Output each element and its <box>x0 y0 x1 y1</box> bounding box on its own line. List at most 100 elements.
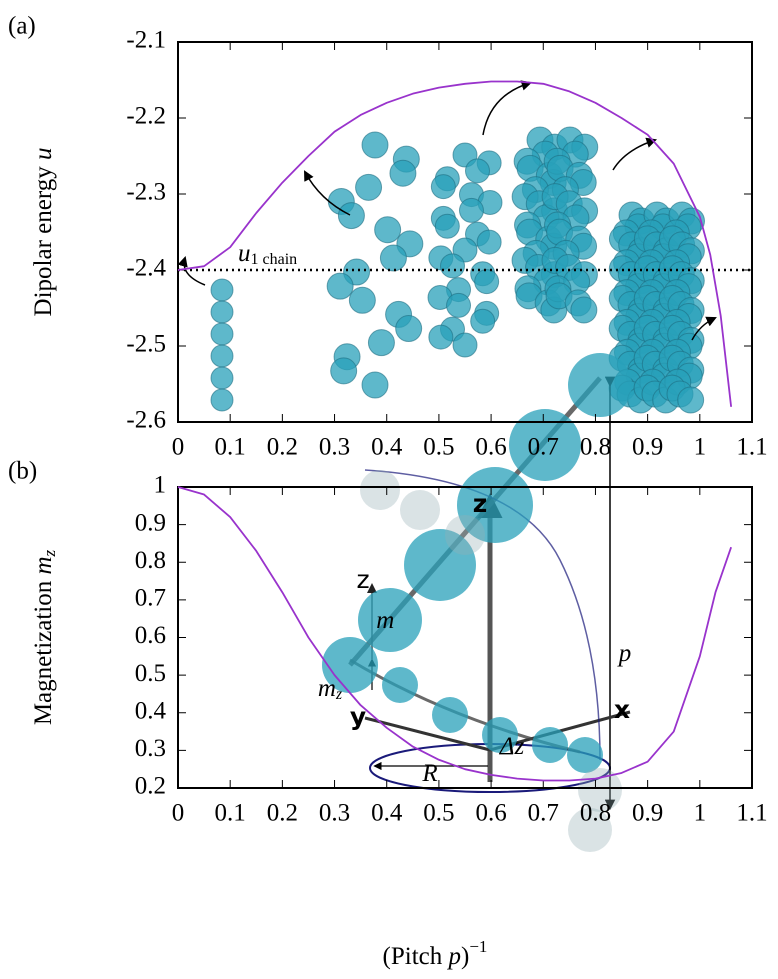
particle <box>509 409 581 481</box>
reference-label-sub: 1 chain <box>251 251 298 268</box>
x-tick-label: 0.1 <box>215 434 246 461</box>
x-tick-label: 0.3 <box>319 800 350 827</box>
x-tick-label: 0.9 <box>632 800 663 827</box>
x-axis-label-symbol: p <box>447 943 462 970</box>
panel-label: (b) <box>8 458 37 485</box>
arrow <box>482 80 533 136</box>
particle <box>326 272 354 300</box>
inset-label-text: m⃗ <box>376 607 414 634</box>
inset-label: p <box>617 640 632 667</box>
particle <box>432 697 468 733</box>
y-axis-label: Magnetization mz <box>30 549 59 725</box>
particle <box>374 216 402 244</box>
particle <box>367 329 395 357</box>
y-axis-label-text: Magnetization <box>30 575 57 726</box>
particle <box>322 637 378 693</box>
inset-label-text: R <box>421 760 437 787</box>
inset-label-text: x <box>614 695 630 724</box>
particle <box>379 244 407 272</box>
inset-label-text: Δz <box>499 733 525 760</box>
particle <box>210 388 234 412</box>
particle <box>361 371 389 399</box>
curve <box>177 486 732 782</box>
particle <box>434 213 460 239</box>
particle <box>476 229 502 255</box>
particle <box>445 515 485 555</box>
inset-label: R <box>421 760 437 787</box>
y-axis-label-symbol: m <box>30 556 57 574</box>
inset-label-text: m <box>318 675 336 702</box>
x-tick-label: 1.1 <box>736 800 767 827</box>
arrow <box>691 316 717 341</box>
panel: (a) -2.6 -2.5 -2.4 -2.3 -2.2 -2.1 0 0.1 0.2 0.3 0.4… <box>8 13 768 461</box>
y-tick-label: 0.8 <box>135 547 166 574</box>
inset-label: Δz <box>499 733 525 760</box>
x-tick-label: 0.7 <box>528 434 559 461</box>
x-tick-label: 0.6 <box>475 800 506 827</box>
x-tick-label: 0.9 <box>632 434 663 461</box>
illustration <box>322 353 632 852</box>
panel-label: (a) <box>8 13 36 40</box>
particle <box>482 717 518 753</box>
y-tick-label: 0.9 <box>135 509 166 536</box>
particle <box>568 353 632 417</box>
x-axis-label-sup: −1 <box>469 937 487 956</box>
plot-frame <box>177 41 753 423</box>
particle <box>389 159 417 187</box>
particle <box>210 366 234 390</box>
particle <box>570 296 598 324</box>
particle <box>440 253 465 279</box>
y-axis-label: Dipolar energy u <box>30 148 57 317</box>
y-axis-label-sub: z <box>40 549 59 557</box>
particle <box>404 529 476 601</box>
inset-label-text: p <box>617 640 632 667</box>
particle <box>428 324 454 350</box>
inset-label: mz <box>318 675 342 703</box>
x-tick-label: 0 <box>172 800 185 827</box>
y-tick-label: -2.2 <box>126 103 166 130</box>
x-tick-label: 0.1 <box>215 800 246 827</box>
x-tick-label: 0.8 <box>580 434 611 461</box>
y-tick-label: 0.6 <box>135 622 166 649</box>
particle <box>470 308 496 334</box>
particle <box>568 808 612 852</box>
y-axis-label-text: Dipolar energy <box>30 160 57 316</box>
x-tick-label: 0.3 <box>319 434 350 461</box>
x-tick-label: 1 <box>694 800 707 827</box>
particle <box>382 667 418 703</box>
particle <box>452 332 478 358</box>
inset-label-text: z <box>473 489 488 518</box>
y-tick-label: 0.7 <box>135 585 166 612</box>
x-tick-label: 1 <box>694 434 707 461</box>
inset-label: x <box>614 695 630 724</box>
inset-label-sub: z <box>335 686 342 703</box>
arrow <box>612 137 657 171</box>
illustration <box>177 80 717 414</box>
plots: (a) -2.6 -2.5 -2.4 -2.3 -2.2 -2.1 0 0.1 0.2 0.3 0.4… <box>8 13 768 970</box>
y-axis-label-symbol: u <box>30 148 57 161</box>
x-tick-label: 0.5 <box>423 800 454 827</box>
particle <box>677 386 705 414</box>
inset-label: y <box>350 702 366 731</box>
particle <box>337 202 365 230</box>
particle <box>358 588 422 652</box>
particle <box>474 269 500 295</box>
x-tick-label: 0.5 <box>423 434 454 461</box>
curve <box>177 80 733 407</box>
particle <box>400 490 440 530</box>
x-tick-label: 0.6 <box>475 434 506 461</box>
arrow <box>304 170 351 216</box>
x-tick-label: 0.2 <box>267 800 298 827</box>
inset-label-text: y <box>350 702 366 731</box>
particle <box>348 286 376 314</box>
y-tick-label: -2.6 <box>126 407 166 434</box>
particle <box>210 278 234 302</box>
particle <box>210 322 234 346</box>
y-tick-label: 0.5 <box>135 660 166 687</box>
arrow <box>177 255 206 286</box>
x-tick-label: 0.4 <box>371 800 403 827</box>
reference-label: u1 chain <box>238 240 297 268</box>
particle <box>210 344 234 368</box>
particle <box>360 470 400 510</box>
